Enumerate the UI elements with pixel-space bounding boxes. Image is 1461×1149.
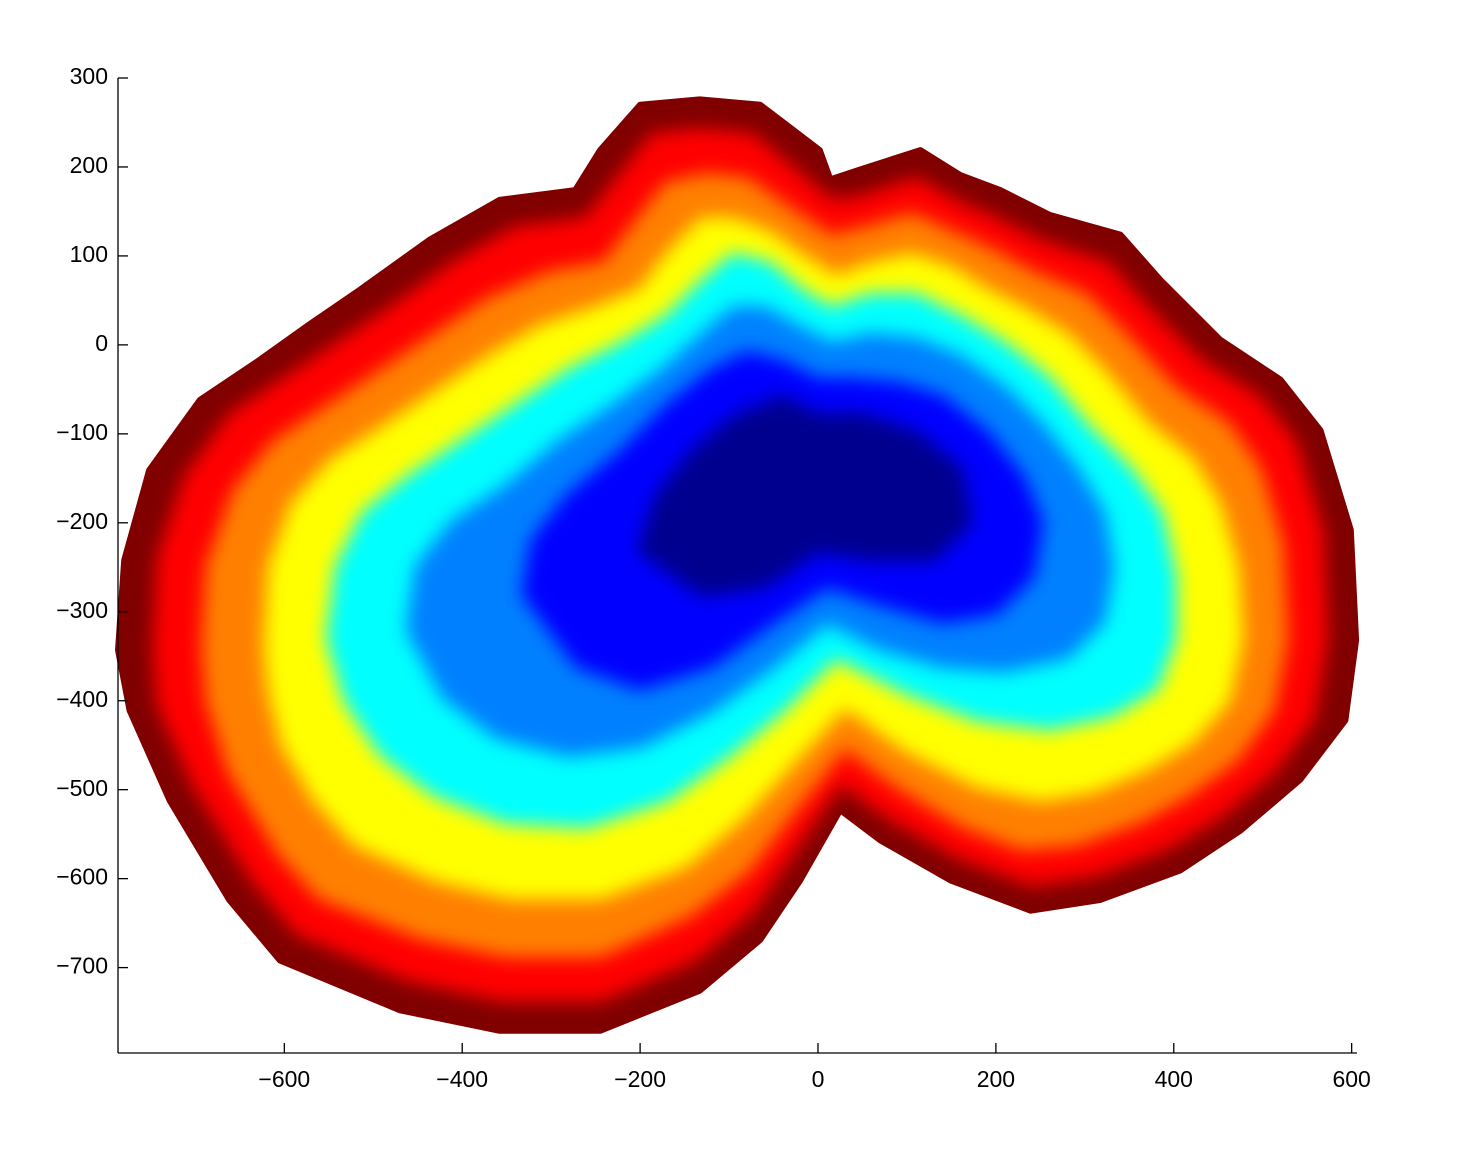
y-tick-label: −600 — [56, 864, 108, 890]
plot-area — [115, 96, 1360, 1034]
y-tick-label: −300 — [56, 597, 108, 623]
y-tick-label: −500 — [56, 775, 108, 801]
x-tick-label: 200 — [977, 1066, 1015, 1092]
y-tick-label: −100 — [56, 419, 108, 445]
x-tick-label: −600 — [258, 1066, 310, 1092]
y-tick-label: −400 — [56, 686, 108, 712]
y-tick-label: 100 — [70, 241, 108, 267]
x-tick-label: 0 — [812, 1066, 825, 1092]
y-tick-label: 200 — [70, 152, 108, 178]
y-tick-label: 300 — [70, 63, 108, 89]
y-tick-label: 0 — [95, 330, 108, 356]
x-tick-label: 400 — [1155, 1066, 1193, 1092]
y-tick-label: −700 — [56, 953, 108, 979]
x-tick-label: 600 — [1332, 1066, 1370, 1092]
x-tick-label: −200 — [614, 1066, 666, 1092]
point-cloud — [637, 395, 973, 597]
y-tick-label: −200 — [56, 508, 108, 534]
x-tick-label: −400 — [436, 1066, 488, 1092]
